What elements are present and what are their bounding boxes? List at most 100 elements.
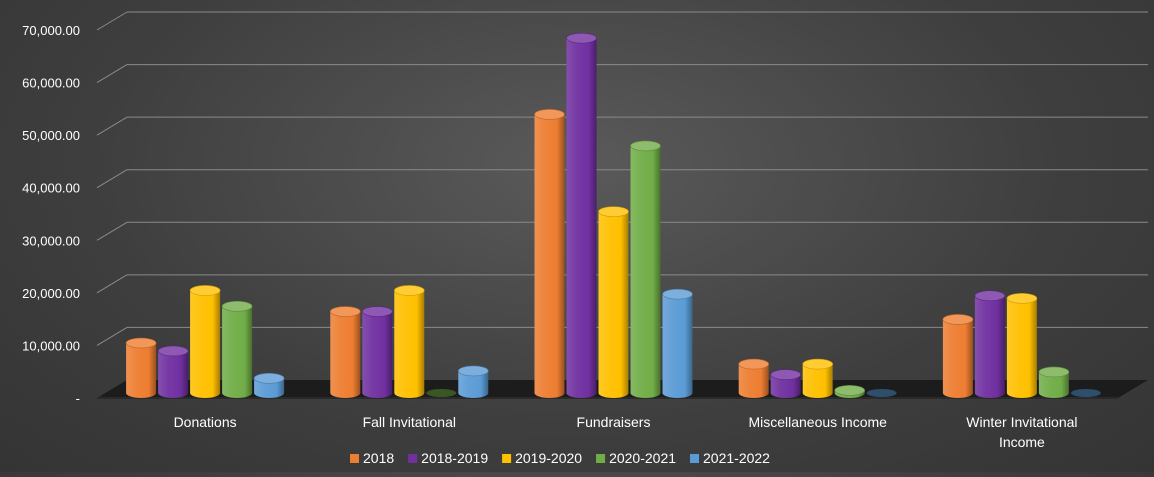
bar-top xyxy=(1038,366,1070,378)
bar-top xyxy=(534,109,565,120)
gridline-diag xyxy=(96,326,128,346)
legend-label: 2018 xyxy=(363,450,394,466)
bar-donations-2019-2020 xyxy=(189,285,221,398)
bar-winter-invitational-income-2021-2022 xyxy=(1070,389,1101,397)
bar-body xyxy=(738,364,769,398)
bar-top xyxy=(329,306,361,317)
bar-top xyxy=(125,337,157,349)
bar-top xyxy=(189,285,221,296)
bar-body xyxy=(1038,371,1069,398)
bar-body xyxy=(458,370,489,398)
legend-item-2018: 2018 xyxy=(350,450,394,466)
bar-body xyxy=(126,343,157,398)
bar-body xyxy=(598,211,629,398)
bar-base xyxy=(426,389,457,397)
bar-body xyxy=(802,364,833,398)
legend-item-2018-2019: 2018-2019 xyxy=(408,450,488,466)
y-tick-label: 70,000.00 xyxy=(22,23,80,38)
legend-item-2019-2020: 2019-2020 xyxy=(502,450,582,466)
bar-winter-invitational-income-2018 xyxy=(942,314,974,398)
bar-top xyxy=(802,358,834,370)
bar-fundraisers-2019-2020 xyxy=(598,206,629,398)
bar-fundraisers-2021-2022 xyxy=(662,288,693,398)
bar-fall-invitational-2020-2021 xyxy=(426,389,457,397)
legend-swatch xyxy=(408,454,418,463)
x-axis-ticks: Donations Fall Invitational Fundraisers Mis… xyxy=(174,414,1078,450)
bar-top xyxy=(1006,293,1038,304)
x-tick-label: Donations xyxy=(174,414,237,430)
bar-body xyxy=(566,38,597,399)
x-tick-label: Fall Invitational xyxy=(363,414,456,430)
bar-fall-invitational-2019-2020 xyxy=(393,285,425,398)
gridline-diag xyxy=(96,64,128,84)
bar-top xyxy=(942,314,974,325)
legend-swatch xyxy=(596,454,606,463)
bar-body xyxy=(362,311,393,398)
bar-fall-invitational-2018-2019 xyxy=(361,306,393,398)
bar-body xyxy=(974,295,1005,398)
bar-body xyxy=(158,350,189,398)
bar-donations-2021-2022 xyxy=(253,372,285,398)
y-tick-label: - xyxy=(76,391,80,406)
x-tick-label: Winter Invitational xyxy=(966,414,1077,430)
bar-top xyxy=(361,306,393,317)
bar-fall-invitational-2021-2022 xyxy=(457,365,489,398)
y-tick-label: 20,000.00 xyxy=(22,286,80,301)
bar-top xyxy=(253,372,285,384)
x-tick-label: Miscellaneous Income xyxy=(748,414,887,430)
x-tick-label: Fundraisers xyxy=(577,414,651,430)
bar-winter-invitational-income-2019-2020 xyxy=(1006,293,1038,398)
legend-swatch xyxy=(502,454,512,463)
gridline-diag xyxy=(96,274,128,294)
bar-top xyxy=(770,369,802,380)
legend-label: 2018-2019 xyxy=(421,450,488,466)
bar-body xyxy=(1006,298,1037,398)
bar-top xyxy=(834,385,866,396)
legend-item-2021-2022: 2021-2022 xyxy=(690,450,770,466)
bar-base xyxy=(866,389,897,397)
bar-top xyxy=(157,345,189,357)
bar-base xyxy=(1070,389,1101,397)
gridline-diag xyxy=(96,221,128,241)
bar-winter-invitational-income-2020-2021 xyxy=(1038,366,1070,398)
bar-fall-invitational-2018 xyxy=(329,306,361,398)
bar-fundraisers-2018 xyxy=(534,109,565,398)
bar-body xyxy=(534,114,565,398)
y-tick-label: 50,000.00 xyxy=(22,128,80,143)
bar-body xyxy=(630,145,661,398)
bar-miscellaneous-income-2019-2020 xyxy=(802,358,834,398)
bar-miscellaneous-income-2020-2021 xyxy=(834,385,866,398)
bar-fundraisers-2020-2021 xyxy=(630,140,661,398)
bar-body xyxy=(770,374,801,398)
bar-miscellaneous-income-2018-2019 xyxy=(770,369,802,398)
bar-body xyxy=(222,306,253,398)
bar-top xyxy=(598,206,629,217)
bar-miscellaneous-income-2021-2022 xyxy=(866,389,897,397)
legend-swatch xyxy=(350,454,359,463)
legend-swatch xyxy=(690,454,700,463)
bar-body xyxy=(394,290,425,398)
bar-top xyxy=(630,140,661,152)
y-tick-label: 40,000.00 xyxy=(22,181,80,196)
bar-winter-invitational-income-2018-2019 xyxy=(974,290,1006,398)
bar-donations-2018 xyxy=(125,337,157,398)
legend: 2018 2018-2019 2019-2020 2020-2021 2021-2022 xyxy=(350,450,770,466)
bar-donations-2020-2021 xyxy=(221,300,253,398)
y-axis-ticks: - 10,000.00 20,000.00 30,000.00 40,000.00 50,… xyxy=(22,23,80,406)
bar-top xyxy=(393,285,425,296)
bar-top xyxy=(457,365,489,377)
bar-body xyxy=(330,311,361,398)
y-tick-label: 30,000.00 xyxy=(22,233,80,248)
gridline-diag xyxy=(96,11,128,31)
y-tick-label: 60,000.00 xyxy=(22,76,80,91)
bar-body xyxy=(662,294,693,398)
y-tick-label: 10,000.00 xyxy=(22,338,80,353)
legend-label: 2020-2021 xyxy=(609,450,676,466)
gridline-diag xyxy=(96,116,128,136)
bar-top xyxy=(566,32,597,44)
legend-label: 2019-2020 xyxy=(515,450,582,466)
legend-item-2020-2021: 2020-2021 xyxy=(596,450,676,466)
legend-label: 2021-2022 xyxy=(703,450,770,466)
